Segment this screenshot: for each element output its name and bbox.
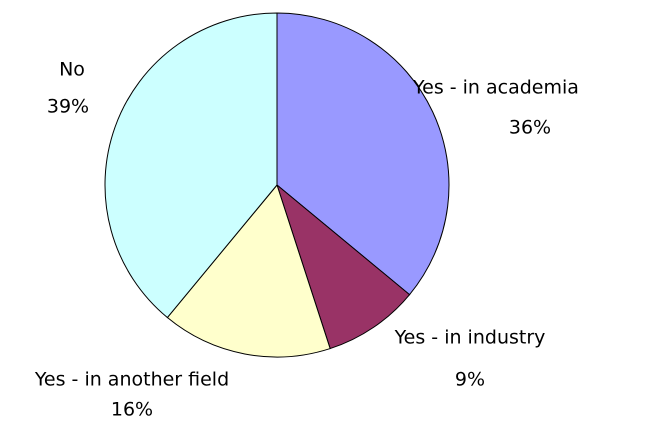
slice-label: No [59, 59, 85, 81]
slice-value-label: 9% [455, 369, 485, 391]
pie-slice [166, 183, 331, 358]
pie-slice [104, 12, 278, 319]
slice-value-label: 36% [509, 117, 551, 139]
slice-label: Yes - in another field [34, 369, 229, 391]
slice-value-label: 39% [47, 96, 89, 118]
slice-label: Yes - in academia [412, 77, 579, 99]
pie-slice [276, 12, 450, 296]
slice-label: Yes - in industry [394, 327, 546, 349]
slice-value-label: 16% [111, 399, 153, 420]
pie-slice [275, 183, 411, 350]
